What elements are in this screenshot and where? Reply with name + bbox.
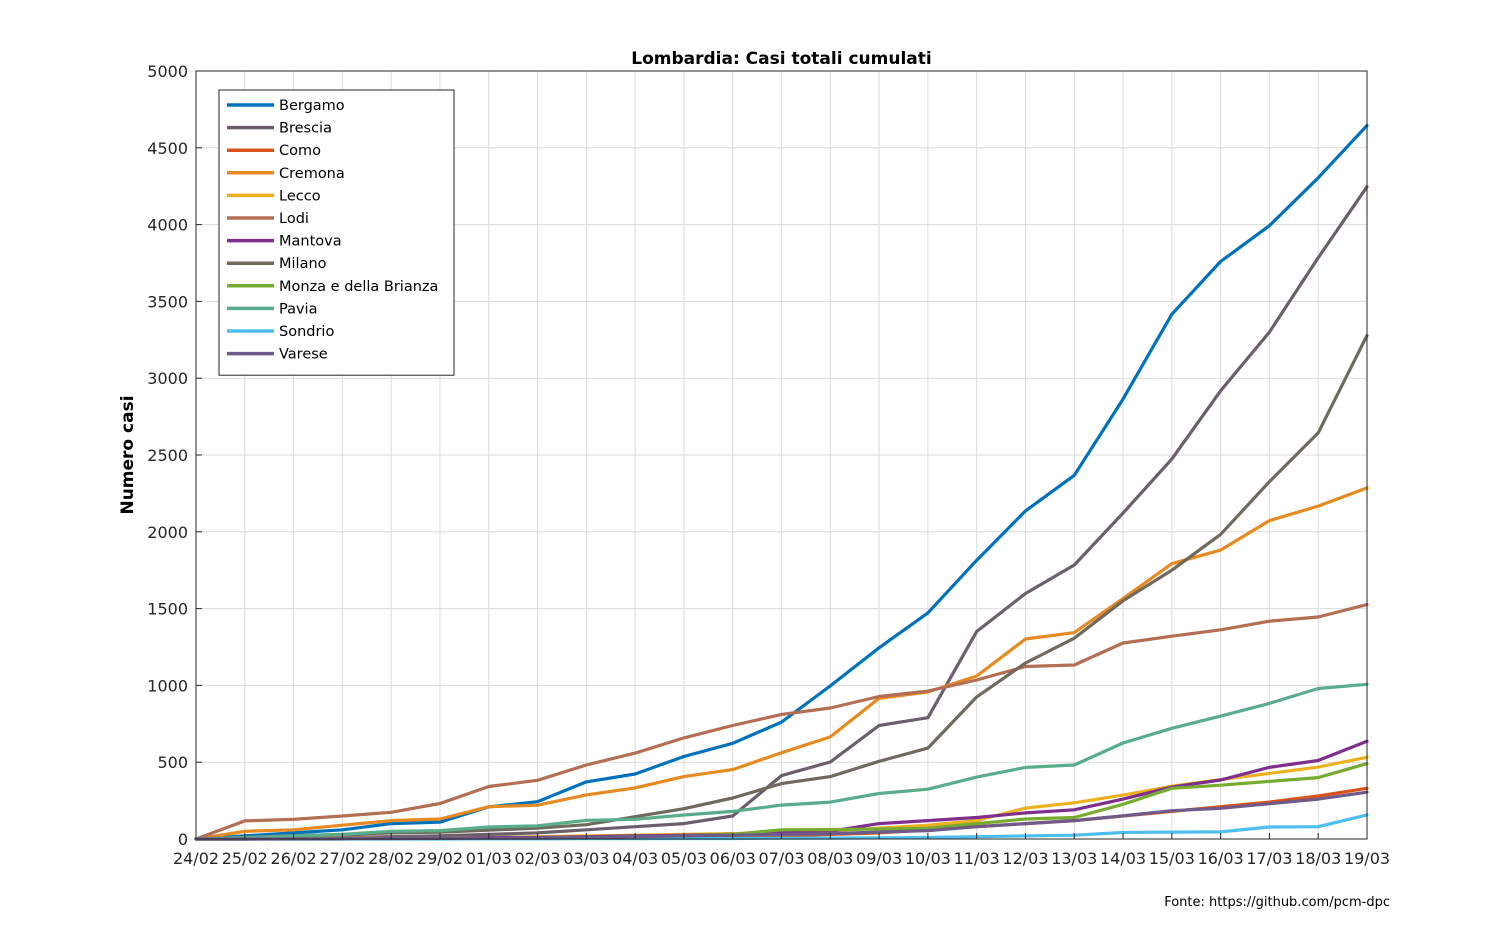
legend-box	[218, 89, 455, 376]
x-tick-label: 10/03	[905, 849, 951, 868]
x-tick-label: 19/03	[1344, 849, 1390, 868]
legend-label: Lodi	[279, 211, 309, 227]
legend-label: Sondrio	[279, 324, 334, 340]
legend-label: Milano	[279, 256, 327, 272]
x-tick-label: 03/03	[563, 849, 609, 868]
x-tick-label: 11/03	[954, 849, 1000, 868]
x-tick-label: 17/03	[1246, 849, 1292, 868]
series-line-cremona	[194, 486, 1369, 841]
y-tick-label: 3000	[147, 369, 188, 388]
series-line-bergamo	[194, 123, 1369, 841]
series-line-pavia	[194, 682, 1369, 841]
x-tick-label: 06/03	[710, 849, 756, 868]
x-tick-label: 04/03	[612, 849, 658, 868]
x-tick-label: 24/02	[173, 849, 219, 868]
y-tick-label: 3500	[147, 292, 188, 311]
legend-label: Mantova	[279, 234, 342, 250]
series-line-lodi	[194, 602, 1369, 841]
axis-ticks: 24/02 25/02 26/02 27/02 28/02 29/02 01/03 02/03…	[147, 62, 1390, 868]
x-tick-label: 05/03	[661, 849, 707, 868]
x-tick-label: 25/02	[222, 849, 268, 868]
chart-title: Lombardia: Casi totali cumulati	[631, 49, 931, 69]
legend-label: Como	[279, 143, 321, 159]
x-tick-label: 27/02	[319, 849, 365, 868]
legend: Bergamo Brescia Como Cremona Lecco Lodi Mantov…	[218, 89, 455, 376]
y-tick-label: 0	[178, 830, 188, 849]
y-tick-label: 500	[157, 753, 188, 772]
x-tick-label: 28/02	[368, 849, 414, 868]
x-tick-label: 15/03	[1149, 849, 1195, 868]
y-tick-label: 1500	[147, 600, 188, 619]
y-axis-label: Numero casi	[118, 395, 138, 514]
x-tick-label: 18/03	[1295, 849, 1341, 868]
x-tick-label: 13/03	[1051, 849, 1097, 868]
y-tick-label: 4500	[147, 139, 188, 158]
x-tick-label: 08/03	[807, 849, 853, 868]
y-tick-label: 2500	[147, 446, 188, 465]
y-tick-label: 1000	[147, 676, 188, 695]
x-tick-label: 26/02	[271, 849, 317, 868]
y-tick-label: 4000	[147, 216, 188, 235]
x-tick-label: 07/03	[758, 849, 804, 868]
x-tick-label: 01/03	[466, 849, 512, 868]
x-tick-label: 12/03	[1002, 849, 1048, 868]
legend-label: Pavia	[279, 301, 317, 317]
legend-label: Varese	[279, 347, 328, 363]
x-tick-label: 14/03	[1100, 849, 1146, 868]
x-tick-label: 29/02	[417, 849, 463, 868]
source-note: Fonte: https://github.com/pcm-dpc	[1164, 895, 1390, 910]
y-tick-label: 5000	[147, 62, 188, 81]
legend-label: Bergamo	[279, 98, 345, 114]
y-tick-label: 2000	[147, 523, 188, 542]
x-tick-label: 16/03	[1198, 849, 1244, 868]
legend-label: Brescia	[279, 121, 332, 137]
legend-label: Monza e della Brianza	[279, 279, 438, 295]
legend-label: Lecco	[279, 188, 321, 204]
legend-label: Cremona	[279, 166, 345, 182]
x-tick-label: 02/03	[514, 849, 560, 868]
x-tick-label: 09/03	[856, 849, 902, 868]
